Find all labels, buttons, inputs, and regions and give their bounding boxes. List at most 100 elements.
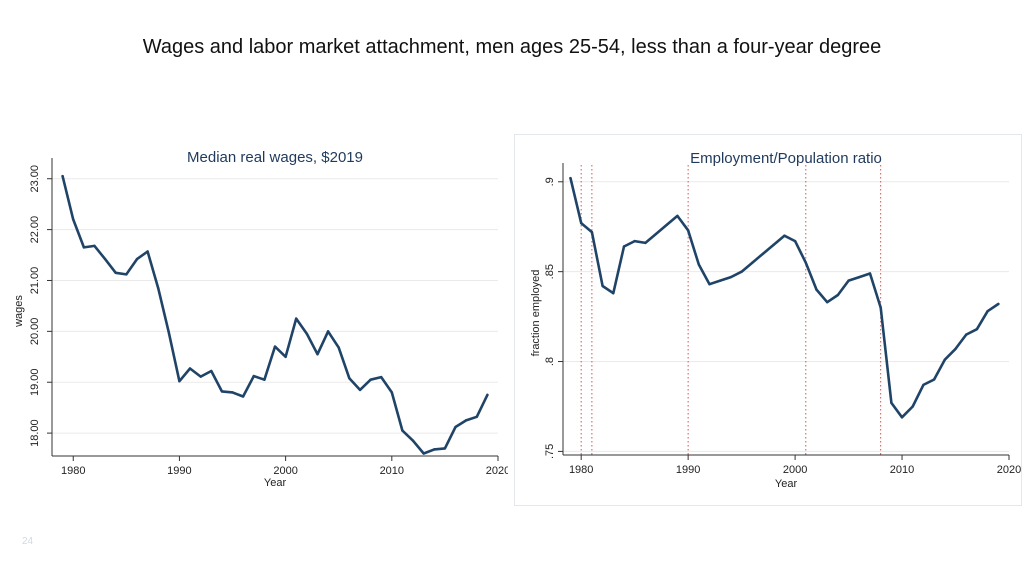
x-tick-label: 2010 [890,464,914,476]
data-point [263,378,266,381]
data-point [761,252,765,255]
data-point [125,273,128,276]
y-tick-label: .85 [544,264,556,279]
data-point [188,367,192,370]
data-point [231,391,234,394]
data-point [454,425,457,429]
x-tick-label: 2020 [997,464,1021,476]
data-point [305,332,309,336]
data-point [82,246,86,249]
x-tick-label: 1990 [167,465,191,477]
data-point [358,388,362,392]
data-point [210,369,213,373]
data-point [740,270,743,273]
employment-chart-panel: 1980 1990 2000 2010 2020 .75 .8 .85 .9 Employment… [514,134,1022,506]
x-axis-label: Year [264,477,287,489]
data-point [965,333,968,336]
y-axis-label: wages [13,295,25,328]
data-point [401,429,404,432]
slide-title: Wages and labor market attachment, men a… [142,36,882,58]
data-point [997,302,1000,306]
x-tick-label: 1980 [61,465,85,477]
data-point [295,317,298,320]
x-tick-label: 2020 [486,465,508,477]
data-point [316,353,319,356]
data-point [411,439,415,442]
data-point [369,378,372,381]
data-point [601,284,604,288]
data-point [475,415,478,419]
data-point [783,234,786,237]
data-point [900,416,904,419]
data-point [348,376,351,380]
data-point [579,221,583,225]
y-tick-label: .8 [544,357,556,366]
series-line [569,176,1000,419]
data-point [433,448,436,451]
data-point [922,383,925,387]
data-point [858,275,861,279]
data-point [61,174,64,178]
data-point [751,261,754,264]
x-tick-label: 1990 [676,464,700,476]
wages-chart-panel: 1980 1990 2000 2010 2020 18.00 19.00 20.00 21.00… [8,136,508,506]
data-point [612,292,615,295]
y-tick-label: .75 [544,444,556,459]
data-point [911,405,914,408]
y-axis-label: fraction employed [530,270,542,357]
data-point [868,272,872,275]
x-tick-label: 2000 [273,465,297,477]
data-point [654,232,658,236]
x-axis-label: Year [775,478,798,490]
data-point [337,346,340,349]
data-point [464,419,468,422]
data-point [633,239,636,243]
data-point [729,275,733,279]
data-point [199,375,202,378]
data-point [114,271,117,275]
data-point [146,250,149,253]
data-point [135,257,139,261]
data-point [847,279,850,282]
y-tick-label: 22.00 [29,216,41,244]
x-tick-label: 1980 [569,464,593,476]
data-point [943,358,947,361]
data-point [793,239,797,243]
data-point [708,283,711,286]
data-point [326,330,330,333]
data-point [686,229,690,232]
data-point [252,374,255,378]
data-point [379,375,383,379]
x-tick-label: 2010 [380,465,404,477]
employment-chart: 1980 1990 2000 2010 2020 .75 .8 .85 .9 Employment… [530,150,1021,490]
data-point [622,245,626,248]
data-point [644,241,647,245]
data-point [72,218,75,221]
data-point [697,263,701,266]
data-point [443,447,447,450]
data-point [975,327,979,331]
y-tick-label: 23.00 [29,165,41,193]
data-point [676,214,679,218]
data-point [284,355,287,358]
data-point [220,390,224,393]
chart-title: Employment/Population ratio [690,150,882,167]
y-tick-label: 19.00 [29,368,41,396]
data-point [167,331,171,334]
y-tick-label: 18.00 [29,419,41,447]
data-point [932,378,936,381]
y-tick-label: .9 [544,177,556,186]
data-point [569,176,572,180]
data-point [836,293,840,297]
data-point [665,223,668,227]
data-point [156,286,160,290]
data-point [103,257,107,261]
data-point [486,393,489,397]
data-point [390,391,394,394]
wages-chart: 1980 1990 2000 2010 2020 18.00 19.00 20.00 21.00… [13,149,508,489]
data-point [986,310,989,313]
data-point [93,244,96,248]
y-tick-label: 21.00 [29,267,41,295]
data-point [422,452,425,455]
series-line [61,174,489,455]
